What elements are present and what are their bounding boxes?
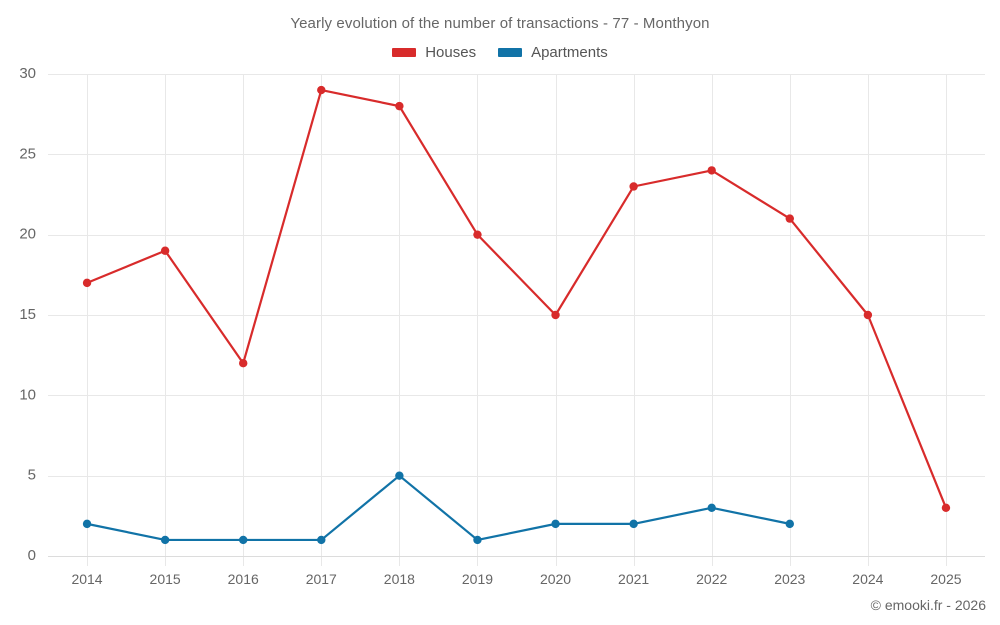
data-point-houses[interactable] — [941, 503, 951, 512]
data-point-houses[interactable] — [863, 310, 873, 320]
legend-item-houses[interactable]: Houses — [392, 44, 476, 61]
legend-label-apartments: Apartments — [531, 44, 608, 61]
data-point-apartments[interactable] — [551, 519, 560, 529]
data-point-houses[interactable] — [239, 359, 248, 368]
series-line-apartments — [85, 474, 791, 542]
data-point-houses[interactable] — [473, 230, 482, 239]
legend-swatch-apartments — [498, 48, 523, 57]
x-tick-label: 2018 — [384, 571, 415, 587]
series-line-houses — [85, 88, 948, 509]
x-tick-label: 2024 — [852, 571, 883, 587]
data-point-houses[interactable] — [82, 278, 92, 288]
x-tick-label: 2015 — [150, 571, 181, 587]
legend-item-apartments[interactable]: Apartments — [498, 44, 608, 61]
copyright-credit: © emooki.fr - 2026 — [870, 597, 986, 613]
x-tick-label: 2022 — [696, 571, 727, 587]
data-point-houses[interactable] — [395, 101, 404, 111]
y-tick-label: 15 — [19, 306, 36, 323]
y-axis-tick-labels: 0 5 10 15 20 25 30 — [19, 65, 36, 564]
data-point-apartments[interactable] — [473, 535, 482, 545]
x-tick-label: 2020 — [540, 571, 571, 587]
legend-swatch-houses — [392, 48, 417, 57]
data-point-houses[interactable] — [707, 166, 716, 175]
data-point-apartments[interactable] — [785, 519, 794, 529]
data-point-houses[interactable] — [551, 310, 560, 320]
data-point-apartments[interactable] — [395, 471, 404, 480]
data-point-apartments[interactable] — [239, 535, 248, 545]
data-point-markers — [82, 85, 951, 545]
data-point-apartments[interactable] — [82, 519, 92, 529]
data-point-apartments[interactable] — [317, 535, 326, 545]
data-point-apartments[interactable] — [160, 535, 170, 545]
x-axis-tick-labels: 2014 2015 2016 2017 2018 2019 2020 2021 2022 2023… — [71, 571, 961, 587]
x-tick-label: 2021 — [618, 571, 649, 587]
legend-label-houses: Houses — [425, 44, 477, 61]
data-point-houses[interactable] — [160, 246, 170, 255]
data-point-houses[interactable] — [629, 182, 638, 191]
y-tick-label: 30 — [19, 65, 36, 82]
x-tick-label: 2019 — [462, 571, 493, 587]
y-tick-label: 25 — [19, 145, 36, 162]
y-tick-label: 5 — [28, 467, 36, 484]
data-point-houses[interactable] — [785, 214, 794, 223]
x-tick-label: 2025 — [930, 571, 961, 587]
x-tick-label: 2023 — [774, 571, 805, 587]
data-point-apartments[interactable] — [629, 519, 638, 529]
data-point-houses[interactable] — [317, 85, 326, 95]
x-tick-label: 2016 — [228, 571, 259, 587]
data-series-group — [85, 88, 948, 542]
chart-legend: Houses Apartments — [0, 44, 1000, 61]
x-tick-label: 2014 — [71, 571, 102, 587]
y-tick-label: 10 — [19, 386, 36, 403]
data-point-apartments[interactable] — [707, 503, 716, 512]
x-tick-label: 2017 — [306, 571, 337, 587]
y-tick-label: 0 — [28, 547, 36, 564]
grid-lines — [48, 74, 985, 566]
y-tick-label: 20 — [19, 226, 36, 243]
chart-title: Yearly evolution of the number of transa… — [290, 15, 710, 32]
